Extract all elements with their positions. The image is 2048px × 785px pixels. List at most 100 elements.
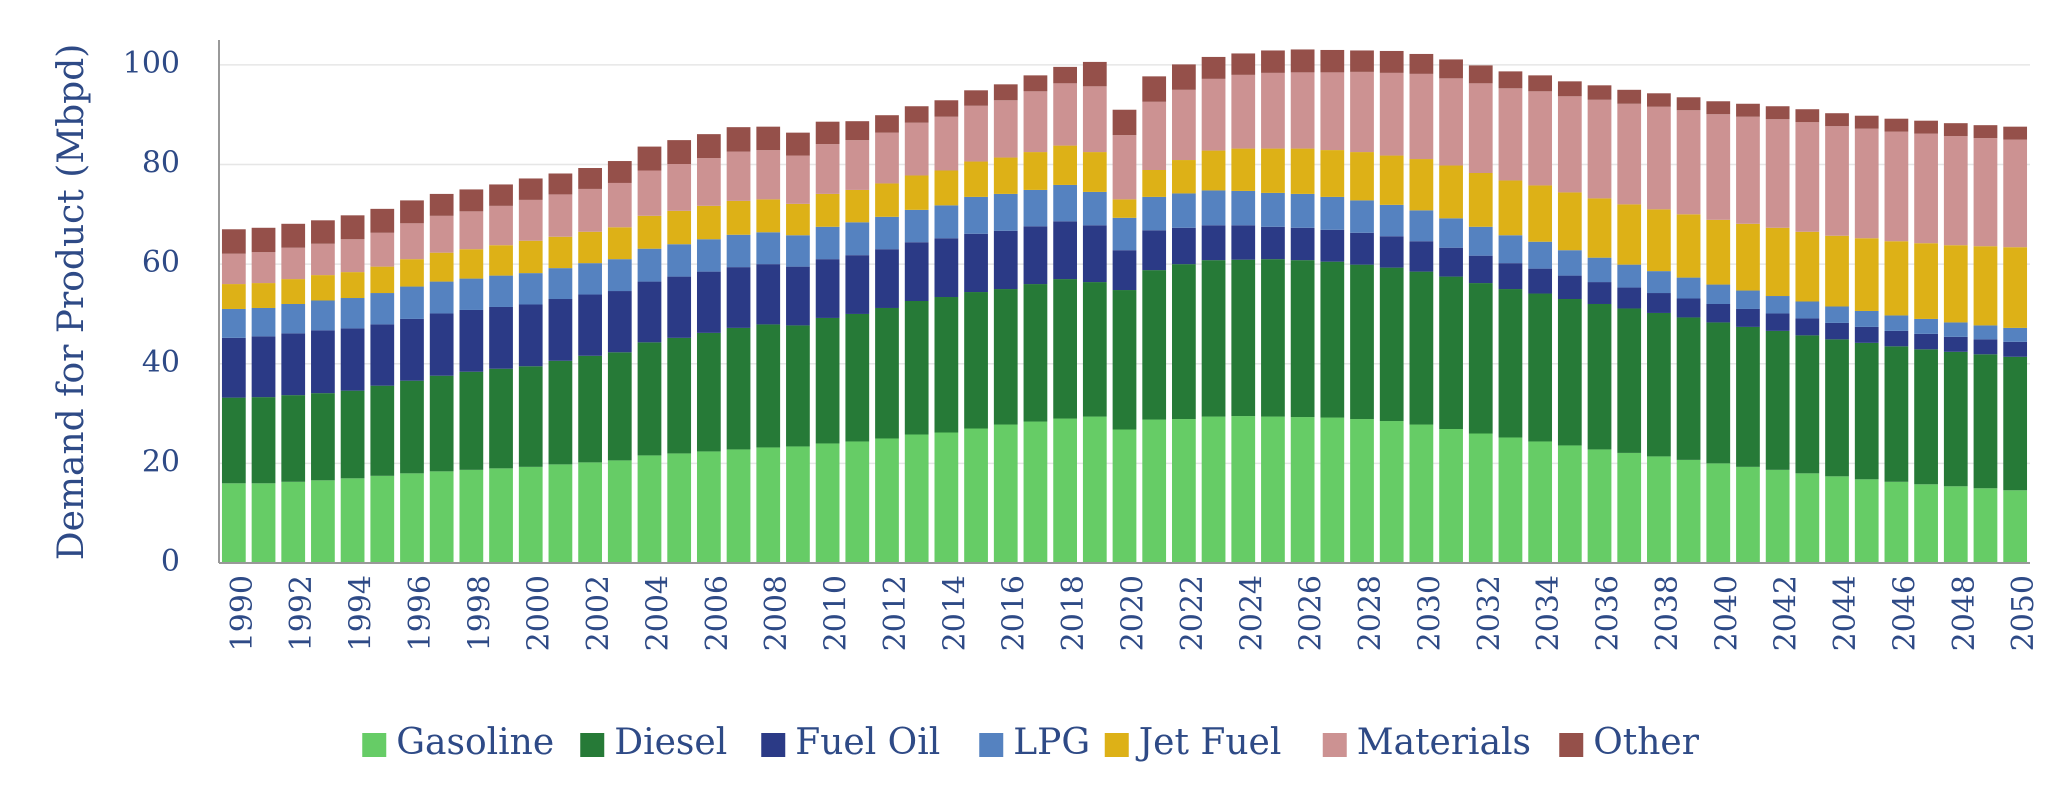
bar-segment: [1023, 189, 1048, 227]
bar-segment: [696, 451, 721, 563]
bar-segment: [340, 298, 365, 329]
bar-segment: [1142, 230, 1167, 271]
bar-segment: [1647, 293, 1671, 313]
bar-segment: [1439, 59, 1463, 79]
bar-segment: [1290, 260, 1315, 418]
x-tick-label: 2050: [2006, 575, 2041, 651]
legend-swatch: [362, 733, 387, 757]
bar-segment: [726, 151, 751, 201]
x-tick-label: 2010: [819, 575, 854, 651]
bar-segment: [1736, 308, 1760, 327]
x-tick-label: 2024: [1234, 575, 1269, 651]
bar-segment: [1379, 236, 1404, 268]
bar-segment: [1320, 229, 1345, 262]
bar-segment: [1379, 267, 1404, 422]
bar-segment: [1617, 204, 1642, 265]
bar-segment: [904, 301, 929, 435]
bar-segment: [1172, 89, 1196, 161]
bar-segment: [578, 294, 602, 356]
bar-segment: [845, 441, 870, 563]
bar-segment: [2003, 126, 2028, 140]
bar-segment: [1617, 103, 1642, 205]
legend-label: Materials: [1357, 722, 1531, 763]
x-tick-label: 2012: [878, 575, 913, 651]
bar-segment: [1795, 335, 1820, 474]
bar-segment: [786, 203, 810, 236]
bar-segment: [281, 333, 306, 396]
legend-swatch: [580, 733, 605, 757]
bar-segment: [1498, 88, 1523, 181]
bar-segment: [1261, 416, 1285, 563]
bar-segment: [904, 242, 929, 302]
bar-segment: [607, 161, 632, 183]
bar-segment: [875, 438, 899, 563]
bar-segment: [489, 368, 513, 469]
bar-segment: [964, 161, 988, 197]
bar-segment: [1825, 476, 1849, 563]
bar-segment: [1231, 148, 1256, 191]
bar-segment: [1261, 148, 1285, 193]
bar-segment: [489, 306, 513, 369]
bar-segment: [756, 447, 781, 563]
bar-segment: [1142, 419, 1167, 563]
bar-segment: [340, 478, 365, 563]
x-tick-label: 1998: [462, 575, 497, 651]
bar-segment: [221, 337, 246, 398]
bar-segment: [637, 170, 662, 216]
bar-segment: [845, 222, 870, 256]
bar-segment: [1053, 66, 1077, 84]
bar-segment: [281, 395, 306, 482]
bar-segment: [904, 209, 929, 243]
bar-segment: [578, 231, 602, 264]
bar-segment: [1528, 268, 1553, 294]
bar-segment: [1142, 101, 1167, 171]
bar-segment: [1023, 226, 1048, 285]
bar-segment: [637, 455, 662, 563]
bar-segment: [1528, 75, 1553, 92]
bar-segment: [1498, 289, 1523, 438]
bar-segment: [1795, 109, 1820, 123]
bar-segment: [1023, 421, 1048, 563]
legend-label: LPG: [1013, 722, 1090, 763]
bar-segment: [845, 255, 870, 314]
bar-segment: [1290, 148, 1315, 194]
bar-segment: [815, 317, 840, 444]
bar-segment: [1943, 486, 1968, 563]
bar-segment: [667, 453, 692, 563]
bar-segment: [845, 189, 870, 223]
legend-swatch: [761, 733, 786, 757]
bar-segment: [1825, 113, 1849, 127]
bar-segment: [1676, 459, 1701, 563]
bar-segment: [1973, 125, 1998, 139]
bar-segment: [1023, 91, 1048, 153]
bar-segment: [400, 223, 424, 260]
bar-segment: [607, 182, 632, 228]
x-tick-labels: 1990 1992 1994 1996 1998 2000 2002 2004 2006 2008…: [225, 575, 2041, 651]
bar-segment: [637, 146, 662, 171]
bar-segment: [696, 271, 721, 333]
bar-segment: [429, 215, 454, 253]
bar-segment: [1172, 193, 1196, 228]
bar-segment: [815, 144, 840, 194]
bar-segment: [1706, 303, 1731, 323]
bar-segment: [815, 443, 840, 563]
bar-segment: [993, 100, 1018, 158]
bar-segment: [815, 226, 840, 260]
bar-segment: [1320, 49, 1345, 73]
bar-segment: [786, 266, 810, 326]
bar-segment: [1943, 136, 1968, 246]
bar-segment: [1350, 200, 1374, 233]
bar-segment: [1320, 417, 1345, 563]
bar-segment: [221, 284, 246, 309]
x-tick-label: 1990: [225, 575, 260, 651]
bar-segment: [904, 175, 929, 210]
bar-segment: [578, 263, 602, 295]
bar-segment: [311, 243, 335, 276]
bar-segment: [786, 446, 810, 563]
bar-segment: [637, 281, 662, 343]
bar-segment: [518, 199, 543, 241]
bar-segment: [845, 121, 870, 141]
bar-segment: [1676, 97, 1701, 111]
bar-segment: [311, 275, 335, 301]
